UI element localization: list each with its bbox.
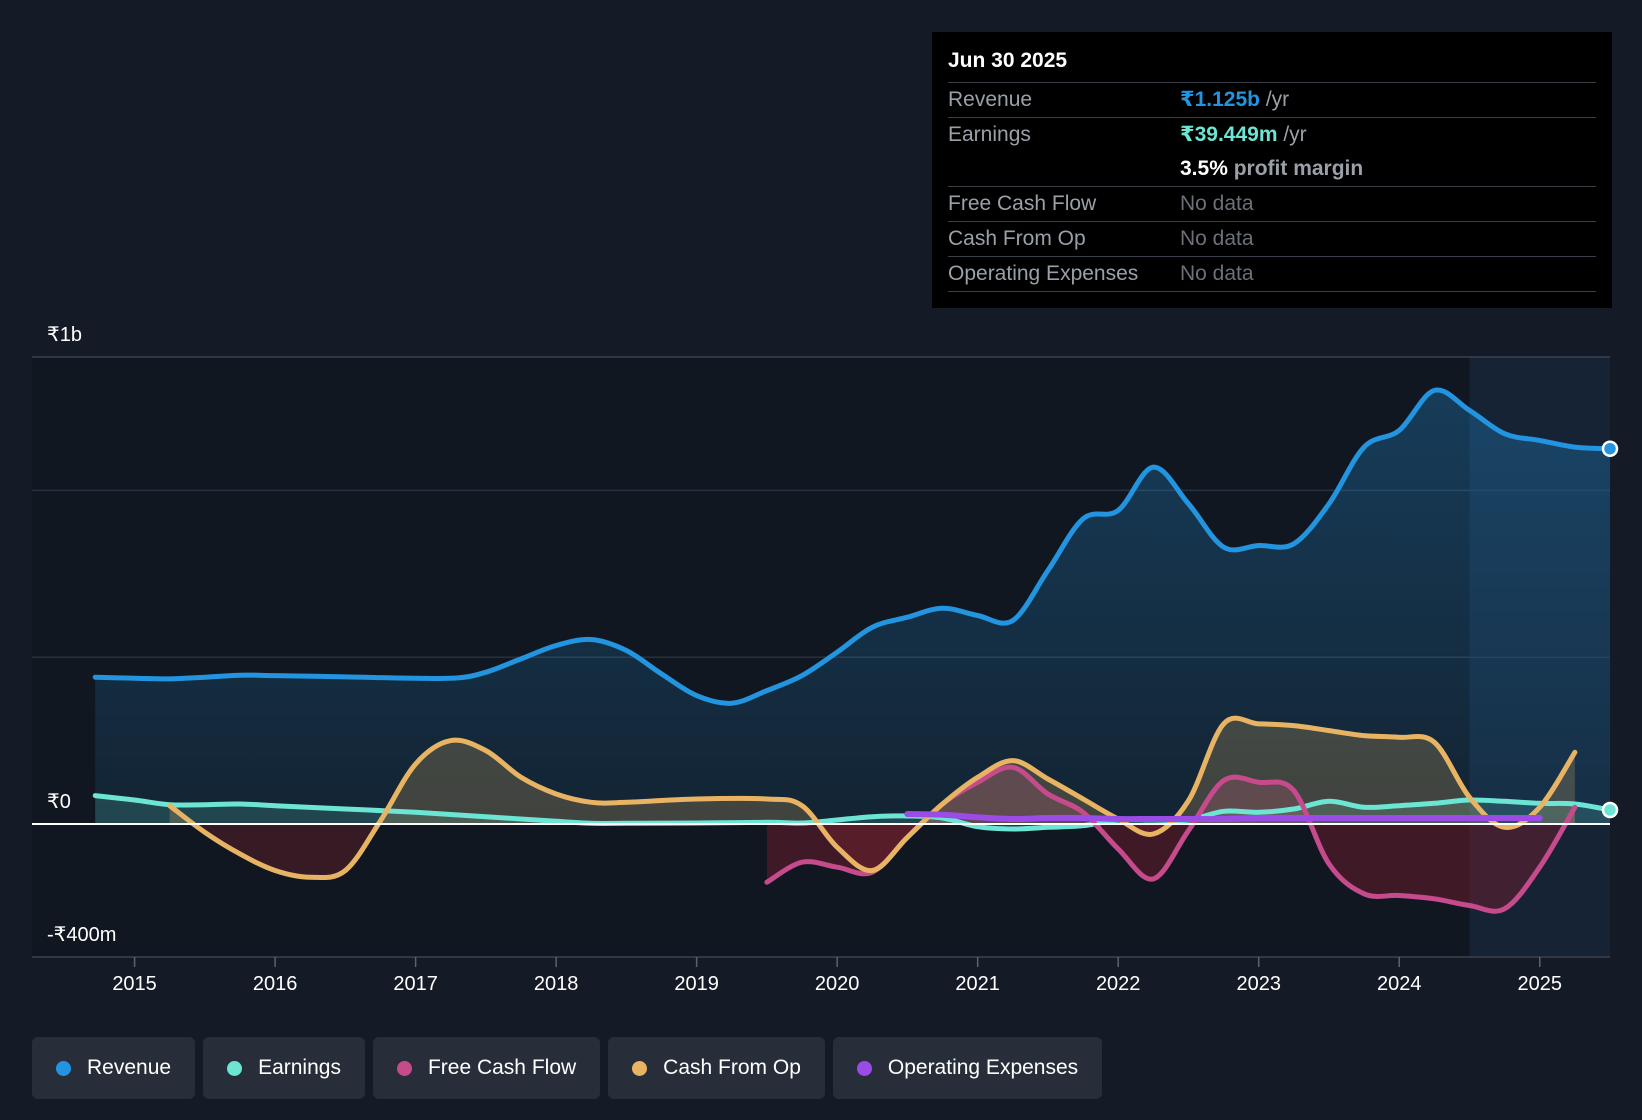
tooltip-row-revenue: Revenue ₹1.125b /yr: [948, 83, 1596, 118]
x-tick-label: 2017: [393, 973, 438, 995]
tooltip-value: No data: [1180, 192, 1254, 215]
tooltip-date: Jun 30 2025: [948, 46, 1596, 83]
profit-margin-suffix: profit margin: [1227, 157, 1364, 180]
revenue-suffix: /yr: [1260, 88, 1290, 111]
free-cash-flow-area-positive: [766, 767, 1575, 824]
cash-from-op-area-negative: [169, 824, 1575, 878]
cash-from-op-line: [167, 715, 1578, 881]
y-axis-label: ₹0: [47, 791, 71, 813]
legend-label: Earnings: [258, 1056, 341, 1079]
tooltip-value: ₹1.125b /yr: [1180, 83, 1289, 117]
tooltip-label: Free Cash Flow: [948, 192, 1097, 215]
revenue-line: [92, 387, 1613, 706]
tooltip-label: [948, 152, 1180, 186]
tooltip-row-margin: 3.5% profit margin: [948, 152, 1596, 187]
profit-margin-value: 3.5%: [1180, 157, 1228, 180]
tooltip-row-cfo: Cash From Op No data: [948, 222, 1596, 257]
x-tick-label: 2015: [112, 973, 157, 995]
revenue-value: ₹1.125b: [1180, 88, 1260, 111]
tooltip-row-fcf: Free Cash Flow No data: [948, 187, 1596, 222]
legend-label: Cash From Op: [663, 1056, 801, 1079]
x-tick-label: 2016: [253, 973, 298, 995]
free-cash-flow-area-negative: [766, 824, 1575, 912]
legend-dot-icon: [632, 1060, 648, 1076]
tooltip-label: Revenue: [948, 88, 1033, 111]
tooltip-label: Cash From Op: [948, 227, 1086, 250]
y-axis-labels: ₹1b ₹0 -₹400m: [47, 324, 116, 946]
legend-item-operating-expenses[interactable]: Operating Expenses: [832, 1037, 1103, 1099]
tooltip-label: Earnings: [948, 123, 1031, 146]
legend-dot-icon: [227, 1060, 243, 1076]
tooltip-value: ₹39.449m /yr: [1180, 118, 1307, 152]
earnings-end-marker: [1601, 801, 1619, 819]
legend-dot-icon: [396, 1060, 412, 1076]
x-tick-label: 2018: [534, 973, 579, 995]
x-tick-label: 2024: [1377, 973, 1422, 995]
legend-item-free-cash-flow[interactable]: Free Cash Flow: [372, 1037, 601, 1099]
tooltip-row-opex: Operating Expenses No data: [948, 257, 1596, 292]
legend-item-earnings[interactable]: Earnings: [203, 1037, 365, 1099]
earnings-line: [92, 793, 1613, 832]
x-tick-label: 2022: [1096, 973, 1141, 995]
x-tick-label: 2020: [815, 973, 860, 995]
operating-expenses-line: [904, 811, 1543, 823]
tooltip-label: Operating Expenses: [948, 262, 1139, 285]
legend-dot-icon: [856, 1060, 872, 1076]
tooltip-value: No data: [1180, 227, 1254, 250]
legend-label: Free Cash Flow: [427, 1056, 577, 1079]
tooltip-value: 3.5% profit margin: [1180, 152, 1363, 186]
y-axis-label: -₹400m: [47, 924, 116, 946]
earnings-suffix: /yr: [1277, 123, 1307, 146]
revenue-area-positive: [95, 389, 1611, 824]
x-tick-label: 2021: [955, 973, 1000, 995]
tooltip-row-earnings: Earnings ₹39.449m /yr: [948, 118, 1596, 152]
legend-dot-icon: [56, 1060, 71, 1076]
legend: Revenue Earnings Free Cash Flow Cash Fro…: [32, 1037, 1103, 1099]
x-tick-label: 2023: [1236, 973, 1281, 995]
x-tick-label: 2025: [1517, 973, 1562, 995]
tooltip-panel: Jun 30 2025 Revenue ₹1.125b /yr Earnings…: [932, 32, 1612, 308]
tooltip-value: No data: [1180, 262, 1254, 285]
legend-label: Revenue: [87, 1056, 172, 1079]
earnings-value: ₹39.449m: [1180, 123, 1278, 146]
x-axis: 2015 2016 2017 2018 2019 2020 2021 2022 2023 2024…: [112, 957, 1562, 995]
end-markers: [1601, 440, 1619, 819]
series-lines: [92, 387, 1613, 914]
cash-from-op-area-positive: [169, 718, 1575, 824]
x-tick-label: 2019: [674, 973, 719, 995]
y-axis-label: ₹1b: [47, 324, 82, 346]
revenue-end-marker: [1601, 440, 1619, 457]
legend-label: Operating Expenses: [887, 1056, 1079, 1079]
legend-item-cash-from-op[interactable]: Cash From Op: [608, 1037, 825, 1099]
legend-item-revenue[interactable]: Revenue: [32, 1037, 196, 1099]
